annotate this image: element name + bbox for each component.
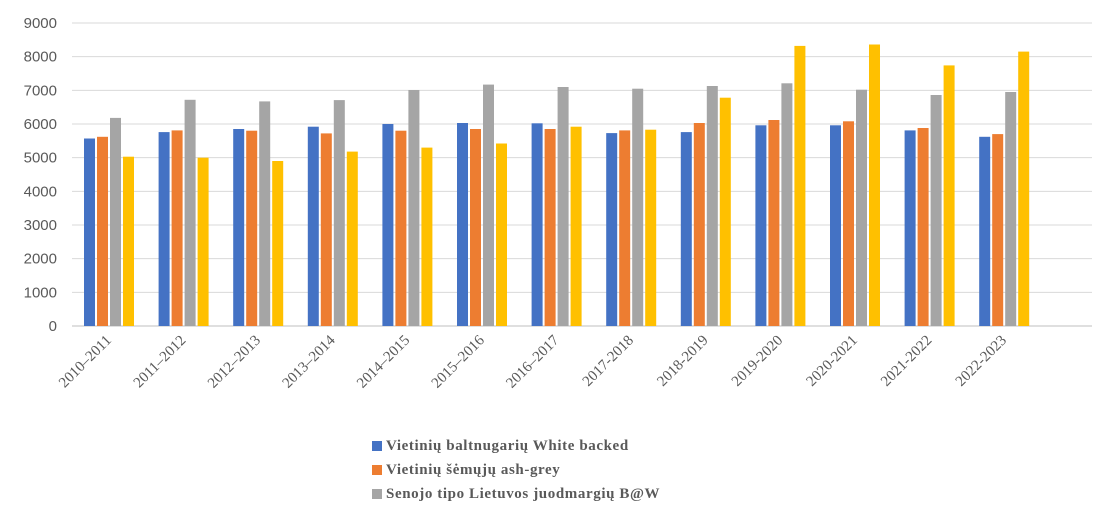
bar-series4 (421, 147, 433, 326)
y-tick-label: 4000 (24, 183, 57, 200)
legend: Vietinių baltnugarių White backed Vietini… (372, 434, 660, 506)
x-tick-label: 2015–2016 (429, 332, 488, 391)
y-tick-label: 2000 (24, 251, 57, 268)
bar-series4 (123, 156, 134, 326)
x-tick-label: 2020-2021 (804, 333, 861, 390)
x-tick-label: 2018-2019 (654, 333, 711, 390)
x-tick-label: 2019-2020 (729, 333, 786, 390)
legend-swatch (372, 465, 382, 475)
bar-series3 (333, 100, 345, 326)
bar-series2 (470, 129, 481, 326)
y-tick-label: 5000 (24, 150, 57, 167)
bar-series4 (272, 161, 284, 326)
bar-series4 (794, 45, 806, 327)
bar-series3 (259, 101, 271, 327)
x-tick-label: 2012–2013 (205, 333, 264, 392)
y-tick-label: 7000 (24, 82, 57, 99)
bar-series1 (84, 138, 95, 326)
legend-item: Vietinių baltnugarių White backed (372, 434, 660, 458)
x-tick-label: 2021-2022 (878, 333, 935, 390)
bar-series4 (197, 157, 209, 326)
legend-label: Vietinių baltnugarių White backed (386, 437, 629, 454)
y-tick-label: 1000 (24, 284, 57, 301)
bar-series2 (320, 133, 332, 326)
bar-series1 (979, 136, 991, 326)
bar-series3 (632, 88, 644, 326)
bar-series1 (531, 123, 543, 326)
bar-series4 (869, 44, 880, 326)
bar-series1 (158, 132, 170, 326)
bar-series2 (917, 128, 929, 326)
bar-series3 (557, 87, 569, 326)
y-tick-label: 9000 (24, 15, 57, 32)
bar-series2 (395, 130, 407, 326)
bar-series2 (768, 120, 780, 326)
bar-series3 (408, 90, 420, 326)
x-tick-label: 2013–2014 (280, 332, 339, 391)
bar-series2 (97, 136, 108, 326)
bar-series3 (856, 89, 867, 326)
bars (84, 44, 1030, 327)
bar-series1 (680, 132, 692, 326)
bar-series3 (781, 83, 793, 326)
bar-series4 (570, 126, 582, 326)
bar-series1 (606, 133, 618, 326)
bar-series3 (184, 99, 196, 326)
x-tick-label: 2014–2015 (354, 333, 413, 392)
bar-series4 (943, 65, 955, 327)
y-tick-label: 0 (49, 318, 57, 335)
bar-series3 (930, 95, 942, 326)
x-tick-label: 2010–2011 (56, 333, 115, 392)
bar-series2 (992, 134, 1004, 326)
y-tick-label: 6000 (24, 116, 57, 133)
bar-series4 (645, 129, 657, 326)
legend-swatch (372, 441, 382, 451)
y-tick-label: 8000 (24, 49, 57, 66)
bar-series1 (830, 125, 841, 326)
bar-series4 (346, 151, 358, 326)
y-axis-tick-labels: 0 1000 2000 3000 4000 5000 6000 7000 8000 9000 (24, 15, 57, 335)
bar-series1 (457, 123, 468, 326)
bar-series3 (706, 86, 718, 326)
legend-swatch (372, 489, 382, 499)
legend-item: Senojo tipo Lietuvos juodmargių B@W (372, 482, 660, 506)
bar-series3 (1005, 92, 1017, 326)
bar-series2 (544, 129, 556, 326)
bar-series1 (307, 126, 319, 326)
bar-series2 (246, 130, 258, 326)
bar-series2 (693, 123, 705, 326)
bar-series1 (382, 124, 394, 326)
bar-series4 (496, 143, 507, 326)
bar-series4 (1018, 51, 1030, 326)
legend-label: Senojo tipo Lietuvos juodmargių B@W (386, 485, 661, 502)
x-axis-tick-labels: 2010–2011 2011–2012 2012–2013 2013–2014 2014… (56, 332, 1010, 391)
bar-series2 (171, 130, 183, 326)
legend-item: Vietinių šėmųjų ash-grey (372, 458, 660, 482)
x-tick-label: 2022-2023 (953, 333, 1010, 390)
legend-label: Vietinių šėmųjų ash-grey (386, 461, 561, 478)
bar-series1 (233, 129, 245, 326)
x-tick-label: 2011–2012 (131, 333, 190, 392)
x-tick-label: 2017-2018 (580, 333, 637, 390)
bar-series2 (843, 121, 854, 326)
bar-series4 (719, 97, 731, 326)
bar-series3 (483, 84, 494, 326)
bar-series1 (755, 125, 767, 326)
x-tick-label: 2016–2017 (503, 332, 562, 391)
bar-series2 (619, 130, 631, 326)
y-tick-label: 3000 (24, 217, 57, 234)
bar-series3 (110, 117, 121, 327)
bar-series1 (904, 130, 916, 326)
